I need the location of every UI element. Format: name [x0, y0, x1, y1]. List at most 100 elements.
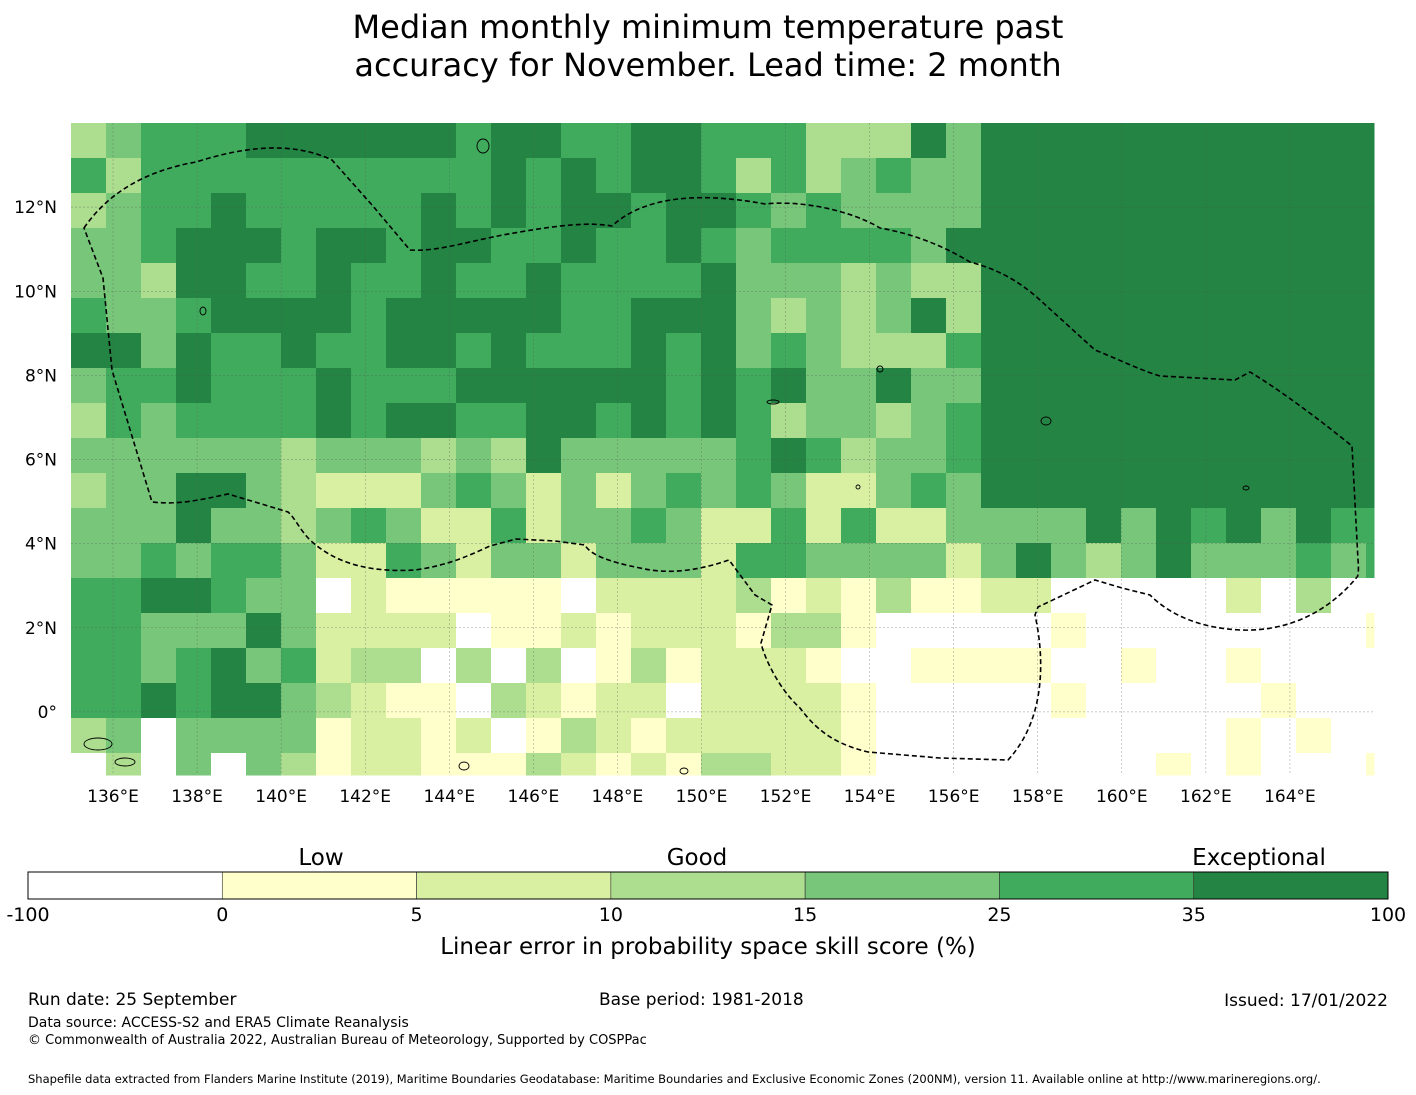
grid-cell [631, 473, 667, 509]
grid-cell [386, 648, 422, 684]
grid-cell [666, 648, 702, 684]
grid-cell [421, 123, 457, 159]
colorbar-segment [804, 871, 1000, 900]
longitude-tick-label: 148°E [592, 787, 644, 807]
grid-cell [666, 543, 702, 579]
grid-cell [561, 263, 597, 299]
grid-cell [911, 333, 947, 369]
grid-cell [1331, 333, 1367, 369]
grid-cell [316, 753, 352, 776]
grid-cell [981, 648, 1017, 684]
grid-cell [316, 543, 352, 579]
longitude-tick-label: 164°E [1264, 787, 1316, 807]
grid-cell [876, 683, 912, 719]
grid-cell [876, 613, 912, 649]
grid-cell [981, 158, 1017, 194]
grid-cell [876, 648, 912, 684]
grid-cell [1366, 683, 1375, 719]
grid-cell [596, 543, 632, 579]
grid-cell [1016, 683, 1052, 719]
grid-cell [141, 333, 177, 369]
grid-cell [1156, 753, 1192, 776]
grid-cell [1261, 473, 1297, 509]
island-outline [876, 365, 884, 373]
grid-cell [981, 718, 1017, 754]
grid-cell [946, 613, 982, 649]
grid-cell [561, 333, 597, 369]
grid-cell [1121, 473, 1157, 509]
grid-cell [596, 718, 632, 754]
grid-cell [421, 543, 457, 579]
grid-cell [911, 193, 947, 229]
grid-cell [491, 613, 527, 649]
grid-cell [841, 298, 877, 334]
grid-cell [351, 263, 387, 299]
grid-cell [1261, 193, 1297, 229]
grid-cell [176, 543, 212, 579]
grid-cell [421, 683, 457, 719]
grid-cell [351, 613, 387, 649]
grid-cell [1331, 648, 1367, 684]
grid-cell [526, 578, 562, 614]
grid-cell [1191, 613, 1227, 649]
latitude-tick-label: 10°N [14, 282, 57, 302]
grid-cell [1261, 578, 1297, 614]
grid-cell [561, 718, 597, 754]
grid-cell [386, 543, 422, 579]
grid-cell [561, 403, 597, 439]
grid-cell [771, 753, 807, 776]
grid-cell [596, 333, 632, 369]
grid-cell [176, 683, 212, 719]
grid-cell [1051, 718, 1087, 754]
island-outline [114, 757, 136, 767]
grid-cell [386, 333, 422, 369]
island-outline [766, 399, 780, 405]
grid-cell [981, 368, 1017, 404]
grid-cell [1296, 683, 1332, 719]
grid-cell [176, 508, 212, 544]
grid-cell [841, 438, 877, 474]
grid-cell [351, 193, 387, 229]
longitude-tick-label: 160°E [1096, 787, 1148, 807]
grid-cell [771, 298, 807, 334]
grid-cell [1191, 158, 1227, 194]
latitude-tick-labels: 12°N 10°N 8°N 6°N 4°N 2°N 0° [14, 198, 57, 723]
colorbar-category-low: Low [298, 845, 343, 871]
grid-cell [596, 613, 632, 649]
grid-cell [771, 193, 807, 229]
grid-cell [1226, 263, 1262, 299]
grid-cell [1261, 403, 1297, 439]
grid-cell [491, 578, 527, 614]
grid-cell [1051, 158, 1087, 194]
grid-cell [631, 193, 667, 229]
grid-cell [421, 368, 457, 404]
grid-cell [841, 543, 877, 579]
grid-cell [1296, 543, 1332, 579]
grid-cell [1226, 753, 1262, 776]
grid-cell [421, 158, 457, 194]
grid-cell [1296, 228, 1332, 264]
grid-cell [666, 578, 702, 614]
grid-cell [176, 158, 212, 194]
grid-cell [211, 753, 247, 776]
grid-cell [71, 333, 107, 369]
grid-cell [1156, 508, 1192, 544]
grid-cell [106, 228, 142, 264]
island-outline [855, 484, 861, 490]
grid-cell [1016, 263, 1052, 299]
grid-cell [1331, 298, 1367, 334]
island-outline [1242, 485, 1250, 491]
grid-cell [1191, 508, 1227, 544]
grid-cell [736, 193, 772, 229]
grid-cell [876, 543, 912, 579]
grid-cell [1051, 333, 1087, 369]
grid-cell [841, 228, 877, 264]
grid-cell [351, 228, 387, 264]
grid-cell [421, 403, 457, 439]
grid-cell [1191, 333, 1227, 369]
grid-cell [1261, 438, 1297, 474]
grid-cell [1191, 403, 1227, 439]
grid-cell [526, 158, 562, 194]
grid-cell [806, 578, 842, 614]
grid-cell [1051, 648, 1087, 684]
